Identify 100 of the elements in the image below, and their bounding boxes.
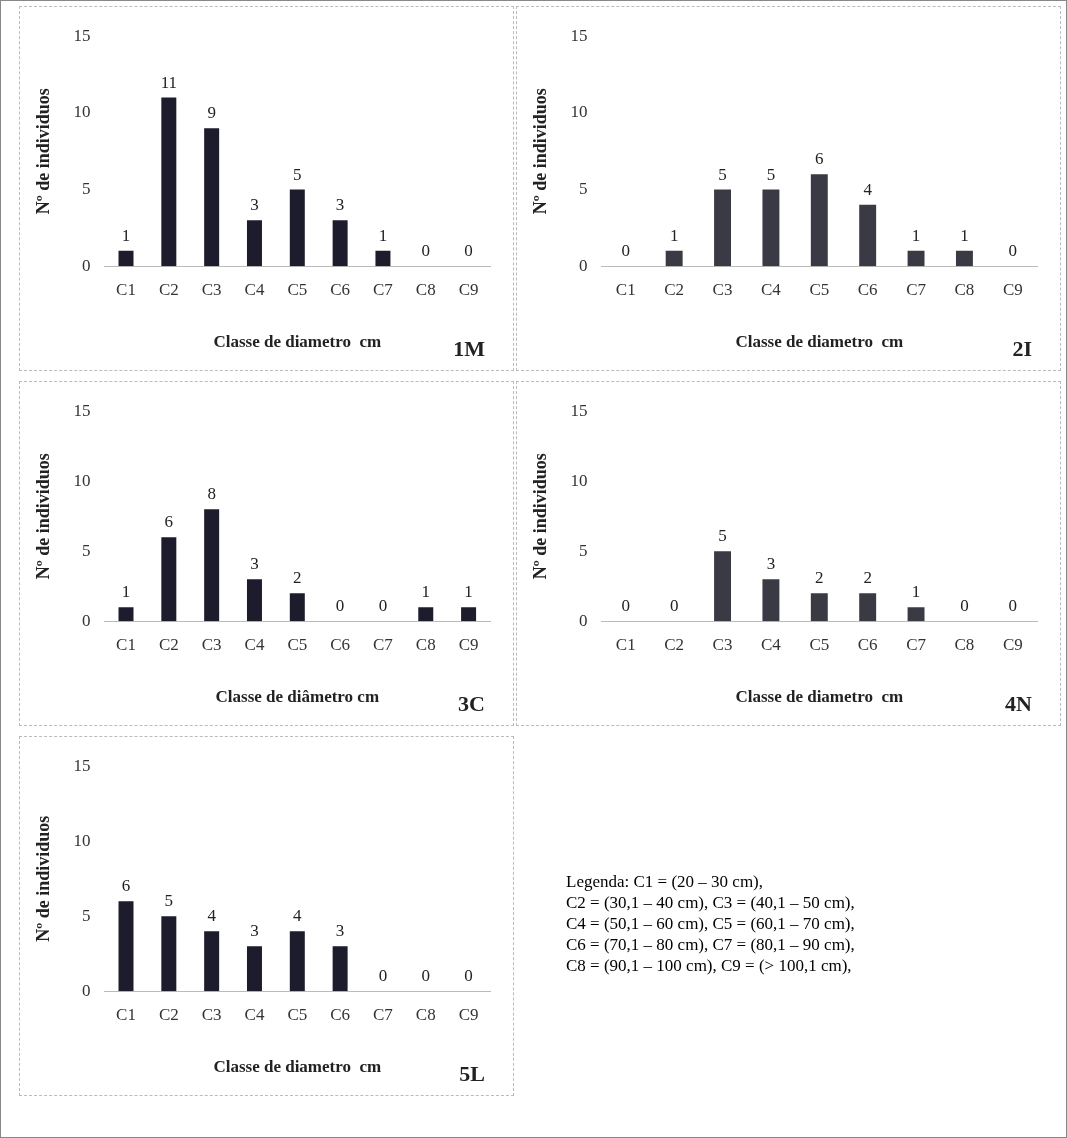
- data-label: 0: [1008, 596, 1018, 616]
- bar: [332, 946, 348, 992]
- x-axis-title: Classe de diametro cm: [213, 1057, 382, 1077]
- bar: [665, 250, 683, 267]
- bar: [246, 220, 262, 267]
- bar: [375, 250, 391, 267]
- text: C4 = (50,1 – 60 cm), C5 = (60,1 – 70 cm),: [566, 913, 856, 934]
- y-tick-label: 15: [570, 25, 588, 45]
- x-tick-label: C3: [201, 1004, 222, 1024]
- x-tick-label: C7: [373, 279, 394, 299]
- x-tick-label: C7: [906, 279, 927, 299]
- data-label: 0: [464, 966, 473, 986]
- data-label: 1: [911, 582, 921, 602]
- bar: [332, 220, 348, 267]
- y-tick-label: 10: [73, 470, 91, 490]
- text: 3C: [458, 690, 485, 716]
- x-axis-title: Classe de diametro cm: [735, 332, 904, 352]
- data-label: 1: [669, 225, 679, 245]
- data-label: 1: [911, 225, 921, 245]
- data-label: 0: [621, 596, 631, 616]
- y-tick-label: 15: [570, 400, 588, 420]
- data-label: 2: [863, 568, 872, 588]
- bar: [955, 250, 973, 267]
- x-tick-label: C8: [415, 279, 436, 299]
- data-label: 5: [718, 526, 727, 546]
- x-tick-label: C1: [615, 634, 636, 654]
- bar: [161, 537, 177, 622]
- data-label: 1: [378, 225, 388, 245]
- bar: [714, 189, 732, 267]
- data-label: 1: [121, 225, 131, 245]
- y-tick-label: 10: [570, 102, 588, 122]
- bar: [461, 607, 477, 622]
- x-tick-label: C4: [244, 279, 265, 299]
- data-label: 0: [421, 241, 431, 261]
- x-axis-title: Classe de diâmetro cm: [215, 687, 380, 707]
- data-label: 5: [164, 891, 174, 911]
- x-tick-label: C8: [954, 634, 975, 654]
- data-label: 4: [207, 906, 217, 926]
- bar: [859, 204, 877, 267]
- x-tick-label: C7: [373, 634, 394, 654]
- data-label: 1: [960, 225, 969, 245]
- data-label: 0: [960, 596, 969, 616]
- data-label: 4: [293, 906, 303, 926]
- text: 2I: [1012, 335, 1032, 361]
- data-label: 1: [464, 582, 473, 602]
- bar: [859, 593, 877, 622]
- x-tick-label: C1: [116, 634, 136, 654]
- bar: [418, 607, 434, 622]
- data-label: 1: [121, 582, 131, 602]
- y-tick-label: 15: [73, 25, 91, 45]
- x-tick-label: C2: [664, 279, 685, 299]
- bar: [204, 931, 220, 992]
- bar: [810, 174, 828, 267]
- x-tick-label: C9: [458, 634, 479, 654]
- bar: [204, 128, 220, 267]
- data-label: 0: [464, 241, 473, 261]
- y-tick-label: 10: [73, 102, 91, 122]
- x-tick-label: C8: [954, 279, 975, 299]
- x-tick-label: C4: [244, 1004, 265, 1024]
- x-tick-label: C1: [116, 279, 136, 299]
- x-tick-label: C9: [1002, 279, 1023, 299]
- y-tick-label: 15: [73, 755, 91, 775]
- y-axis-title: Nº de individuos: [33, 88, 54, 215]
- bar: [118, 901, 134, 992]
- x-tick-label: C3: [712, 634, 733, 654]
- x-tick-label: C2: [664, 634, 685, 654]
- bar: [161, 97, 177, 267]
- y-tick-label: 5: [82, 179, 91, 198]
- y-tick-label: 5: [579, 540, 588, 560]
- x-tick-label: C3: [712, 279, 733, 299]
- data-label: 11: [160, 72, 178, 92]
- y-tick-label: 0: [82, 255, 91, 275]
- x-tick-label: C9: [458, 1004, 479, 1024]
- y-tick-label: 5: [579, 179, 588, 198]
- bar: [246, 579, 262, 622]
- x-tick-label: C5: [287, 1004, 308, 1024]
- bar: [161, 916, 177, 992]
- y-tick-label: 0: [82, 980, 91, 1000]
- x-tick-label: C4: [761, 634, 782, 654]
- x-tick-label: C9: [458, 279, 479, 299]
- y-tick-label: 0: [579, 255, 588, 275]
- bar: [289, 593, 305, 622]
- data-label: 1: [421, 582, 431, 602]
- bar: [810, 593, 828, 622]
- bar: [714, 551, 732, 622]
- bar: [118, 607, 134, 622]
- y-tick-label: 10: [73, 830, 91, 850]
- data-label: 5: [766, 164, 776, 184]
- x-tick-label: C8: [415, 1004, 436, 1024]
- x-axis-title: Classe de diametro cm: [735, 687, 904, 707]
- x-tick-label: C5: [287, 634, 308, 654]
- data-label: 0: [669, 596, 679, 616]
- x-tick-label: C1: [615, 279, 636, 299]
- bar: [907, 607, 925, 622]
- data-label: 0: [378, 966, 388, 986]
- data-label: 0: [1008, 241, 1018, 261]
- data-label: 2: [815, 568, 824, 588]
- text: 5L: [459, 1060, 485, 1086]
- data-label: 6: [121, 876, 131, 896]
- x-tick-label: C6: [330, 1004, 351, 1024]
